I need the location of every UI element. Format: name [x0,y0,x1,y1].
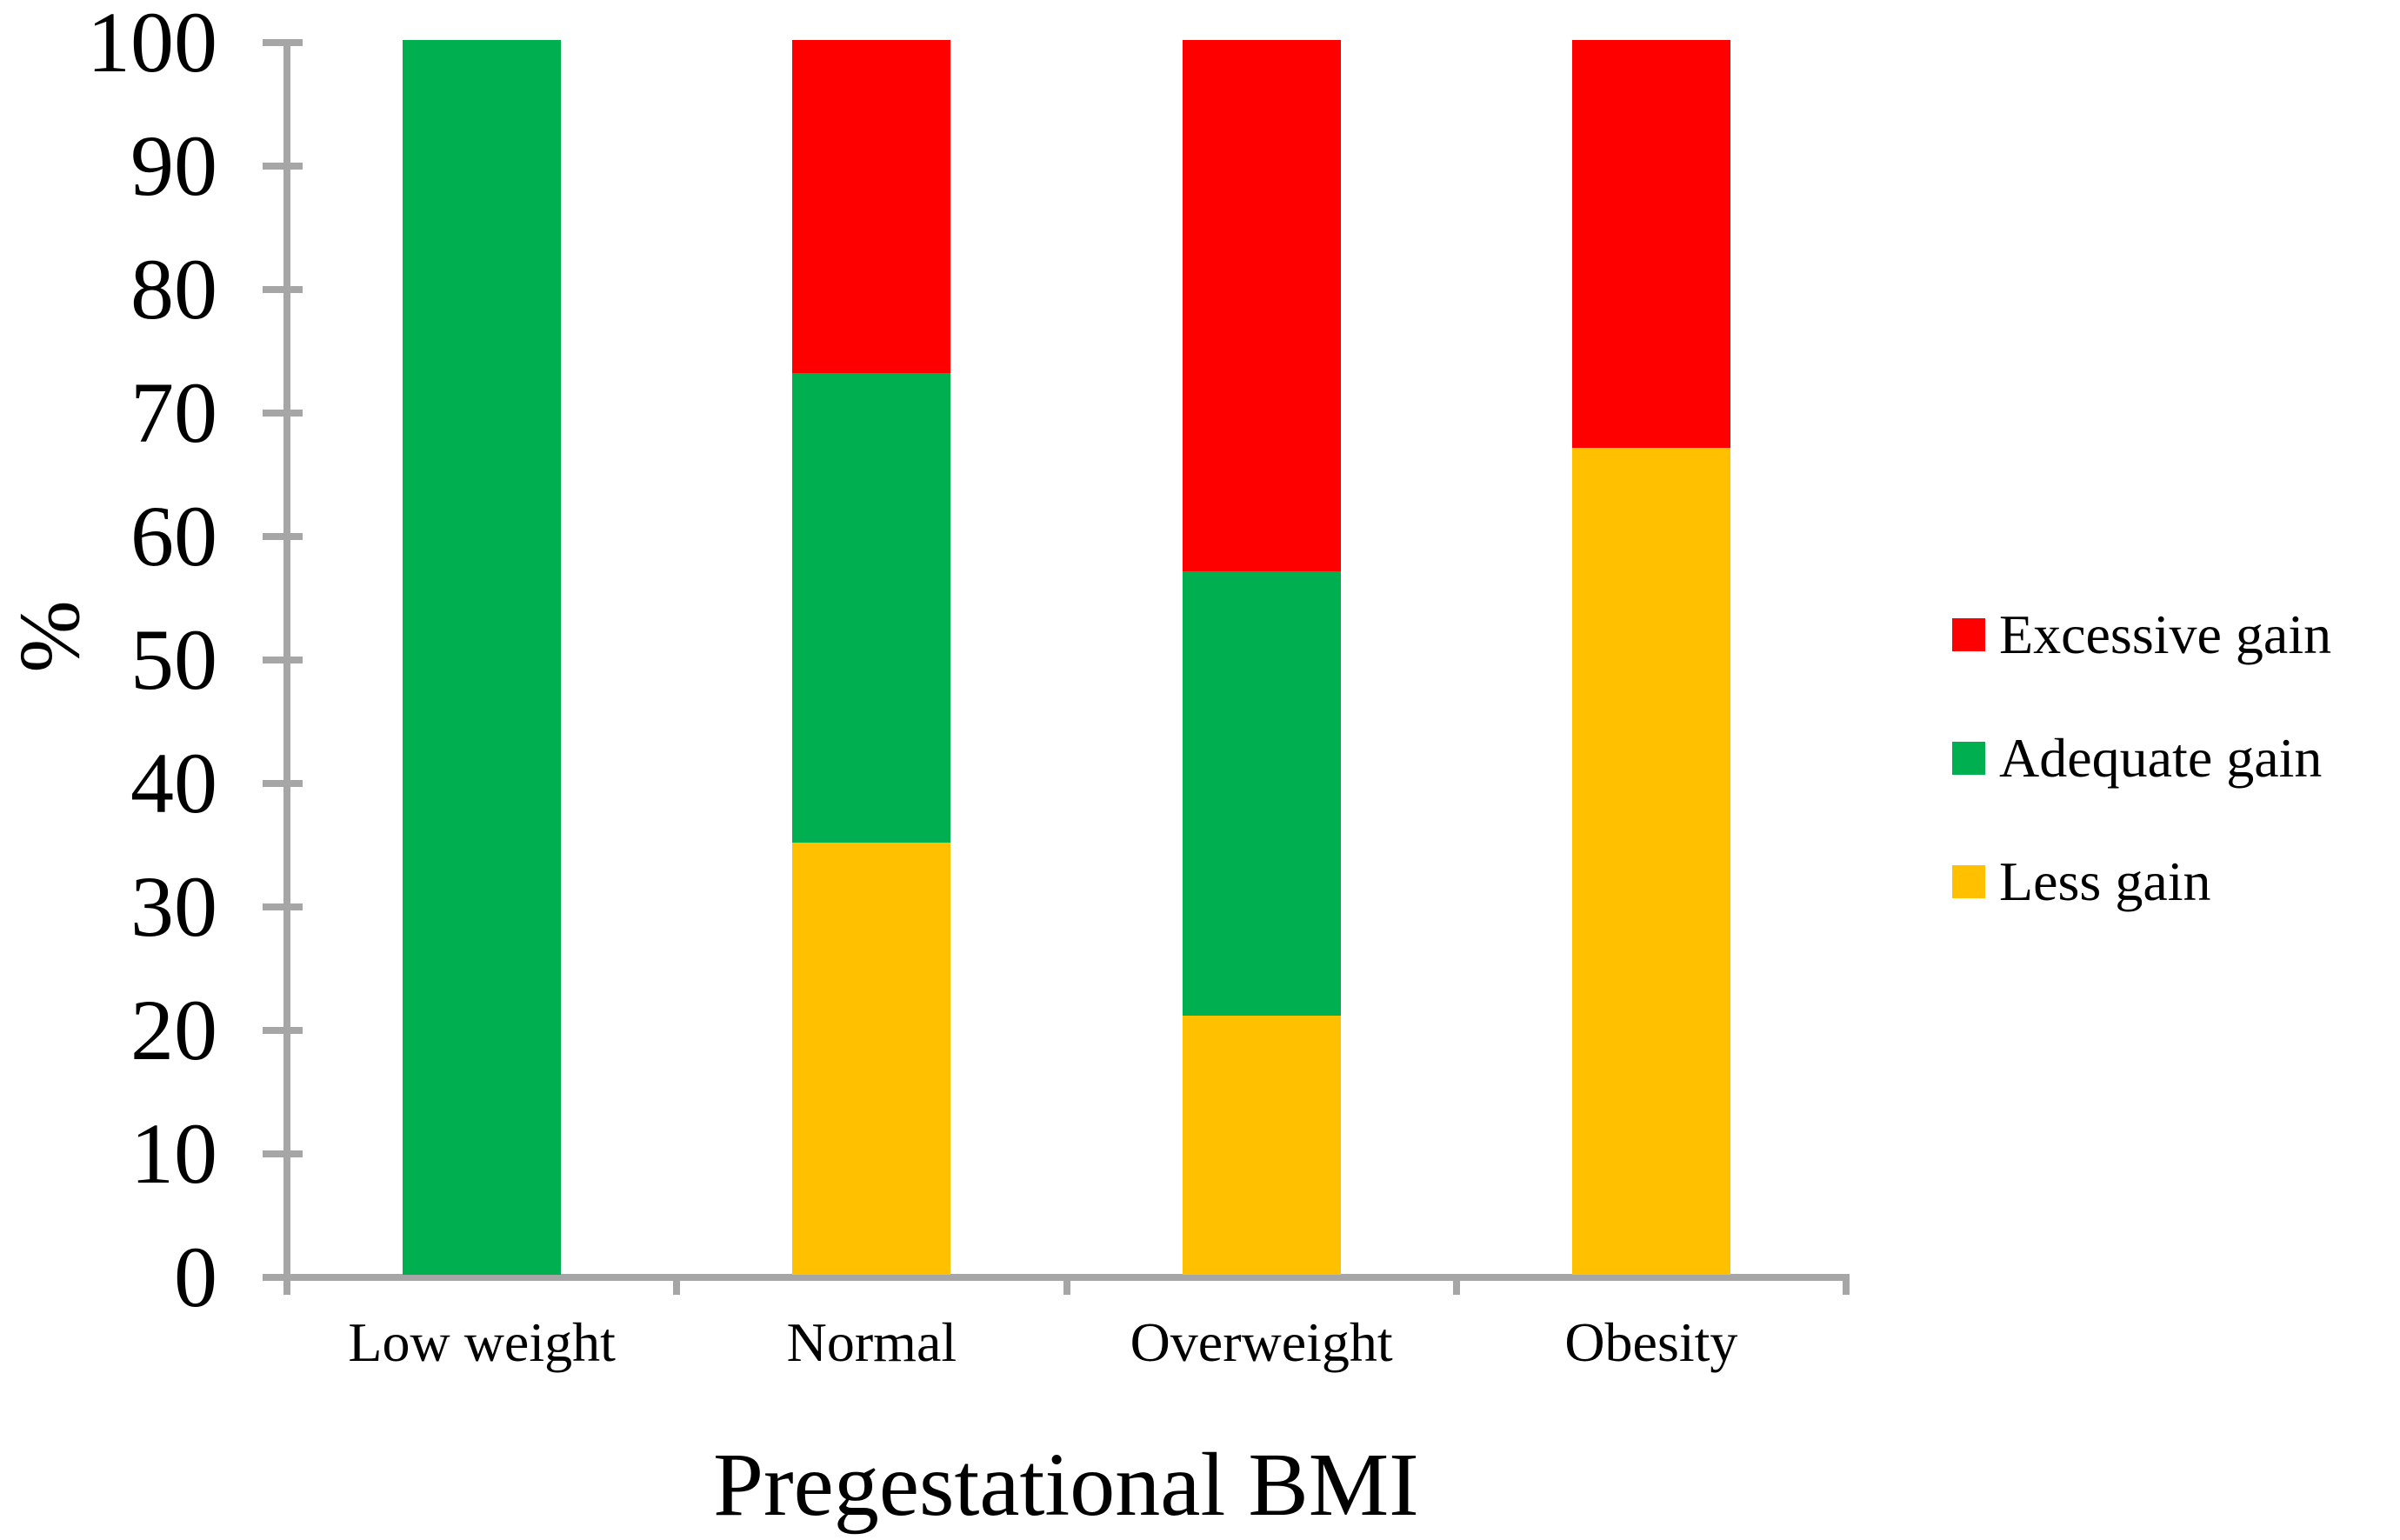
y-tick-mark [263,410,303,417]
y-tick-mark [263,1027,303,1034]
x-tick-mark [1063,1277,1070,1295]
bar-segment-excessive-gain-overweight [1182,40,1341,571]
y-tick-label: 20 [130,982,217,1078]
y-tick-mark [263,39,303,46]
y-tick-mark [263,1274,303,1281]
legend-label: Less gain [1999,850,2211,912]
y-tick-label: 100 [87,0,217,90]
bar-segment-adequate-gain-low-weight [403,40,562,1275]
y-tick-mark [263,657,303,663]
y-tick-label: 70 [130,364,217,461]
y-tick-mark [263,780,303,787]
y-tick-mark [263,1150,303,1157]
x-tick-mark [1843,1277,1850,1295]
y-axis-line [283,40,290,1295]
x-category-label: Low weight [348,1311,616,1373]
bar-segment-less-gain-obesity [1571,447,1730,1275]
legend-item: Adequate gain [1952,730,2331,786]
y-tick-label: 80 [130,241,217,337]
legend-label: Excessive gain [1999,603,2332,665]
y-tick-label: 30 [130,858,217,955]
bar-segment-less-gain-normal [792,843,951,1275]
bar-segment-excessive-gain-obesity [1571,40,1730,448]
y-tick-mark [263,163,303,170]
y-tick-mark [263,903,303,910]
y-tick-mark [263,533,303,540]
legend-item: Less gain [1952,854,2331,910]
y-tick-label: 50 [130,611,217,708]
bar-segment-excessive-gain-normal [792,40,951,374]
bar-segment-adequate-gain-overweight [1182,570,1341,1016]
legend-swatch-excessive-gain [1952,618,1985,651]
bar-segment-less-gain-overweight [1182,1015,1341,1275]
y-tick-label: 10 [130,1105,217,1202]
legend-swatch-adequate-gain [1952,742,1985,775]
x-axis-title: Pregestational BMI [713,1435,1419,1535]
y-tick-label: 90 [130,117,217,214]
x-category-label: Obesity [1564,1311,1738,1373]
y-tick-mark [263,286,303,293]
x-tick-mark [673,1277,681,1295]
y-tick-label: 60 [130,488,217,584]
y-tick-label: 40 [130,735,217,831]
legend: Excessive gain Adequate gain Less gain [1952,607,2331,977]
bar-segment-adequate-gain-normal [792,373,951,843]
x-category-label: Normal [786,1311,957,1373]
legend-label: Adequate gain [1999,727,2323,789]
x-tick-mark [1452,1277,1460,1295]
legend-swatch-less-gain [1952,865,1985,898]
x-category-label: Overweight [1130,1311,1393,1373]
y-tick-label: 0 [174,1229,217,1325]
legend-item: Excessive gain [1952,607,2331,663]
